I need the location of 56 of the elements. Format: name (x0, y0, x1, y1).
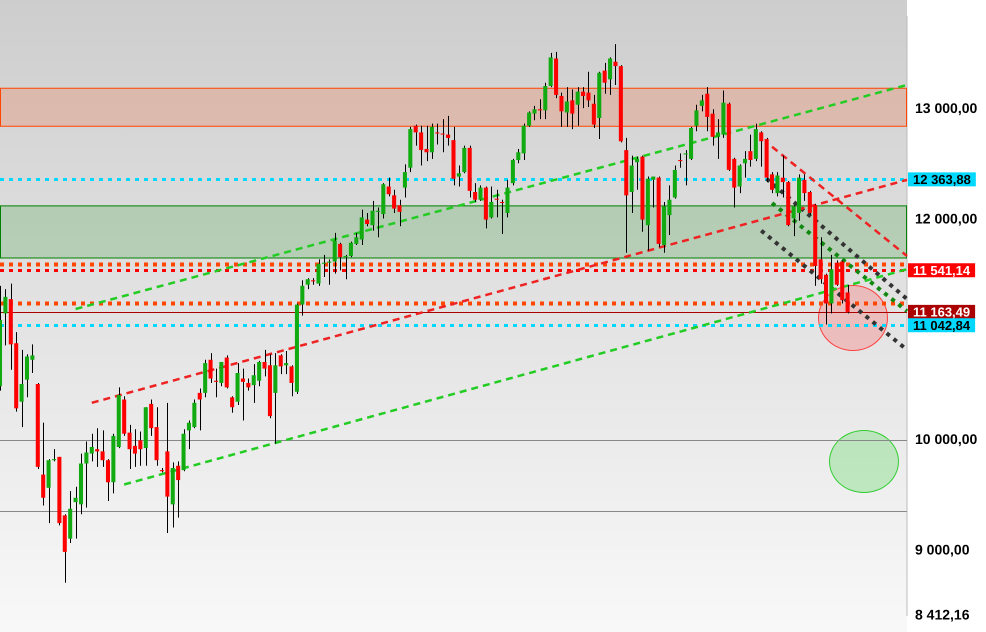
ref-line-label: 11 042,84 (913, 318, 971, 333)
candlestick (489, 186, 494, 219)
candlestick (402, 164, 407, 198)
candlestick (176, 460, 180, 518)
y-tick-label: 8 412,16 (915, 606, 970, 622)
candlestick (559, 92, 564, 128)
candlestick (414, 124, 418, 146)
candlestick (3, 288, 8, 346)
candlestick (316, 258, 321, 286)
candlestick (775, 172, 780, 197)
candlestick (95, 428, 100, 468)
candlestick (300, 280, 304, 316)
candlestick (738, 164, 742, 194)
candlestick (332, 232, 337, 274)
y-tick-label: 9 000,00 (915, 542, 970, 558)
candlestick (219, 361, 224, 387)
candlestick (20, 349, 24, 428)
candlestick (592, 94, 596, 128)
candlestick (602, 62, 607, 94)
candlestick (473, 182, 478, 202)
candlestick (100, 430, 105, 468)
candlestick (570, 88, 574, 130)
candlestick (230, 396, 234, 414)
candlestick (608, 56, 612, 96)
y-tick-label: 12 000,00 (915, 210, 978, 226)
candlestick (478, 184, 483, 202)
candlestick (386, 177, 391, 197)
candlestick (246, 378, 250, 392)
candlestick (208, 352, 213, 384)
candlestick (446, 115, 450, 146)
candlestick (284, 350, 288, 375)
candlestick (306, 278, 310, 290)
ref-line-label: 11 163,49 (913, 304, 970, 320)
candlestick (214, 368, 218, 398)
candlestick (678, 152, 682, 168)
candlestick (576, 86, 580, 126)
candlestick (278, 354, 283, 375)
candlestick (780, 155, 785, 198)
candlestick (365, 212, 370, 227)
candlestick (240, 368, 245, 421)
candlestick (748, 134, 752, 168)
candlestick (198, 388, 202, 431)
y-tick-label: 13 000,00 (915, 100, 978, 116)
ref-line-label: 11 541,14 (913, 262, 971, 278)
candlestick (106, 458, 110, 502)
candlestick (564, 86, 569, 128)
candlestick (510, 158, 515, 186)
candlestick (700, 94, 704, 112)
candlestick (456, 165, 461, 187)
candlestick (694, 104, 698, 132)
y-tick-label: 10 000,00 (915, 431, 978, 448)
candlestick (290, 364, 294, 397)
candlestick (743, 150, 748, 178)
candlestick (538, 98, 542, 120)
candlestick (41, 422, 46, 506)
ref-line-label: 12 363,88 (913, 172, 971, 188)
